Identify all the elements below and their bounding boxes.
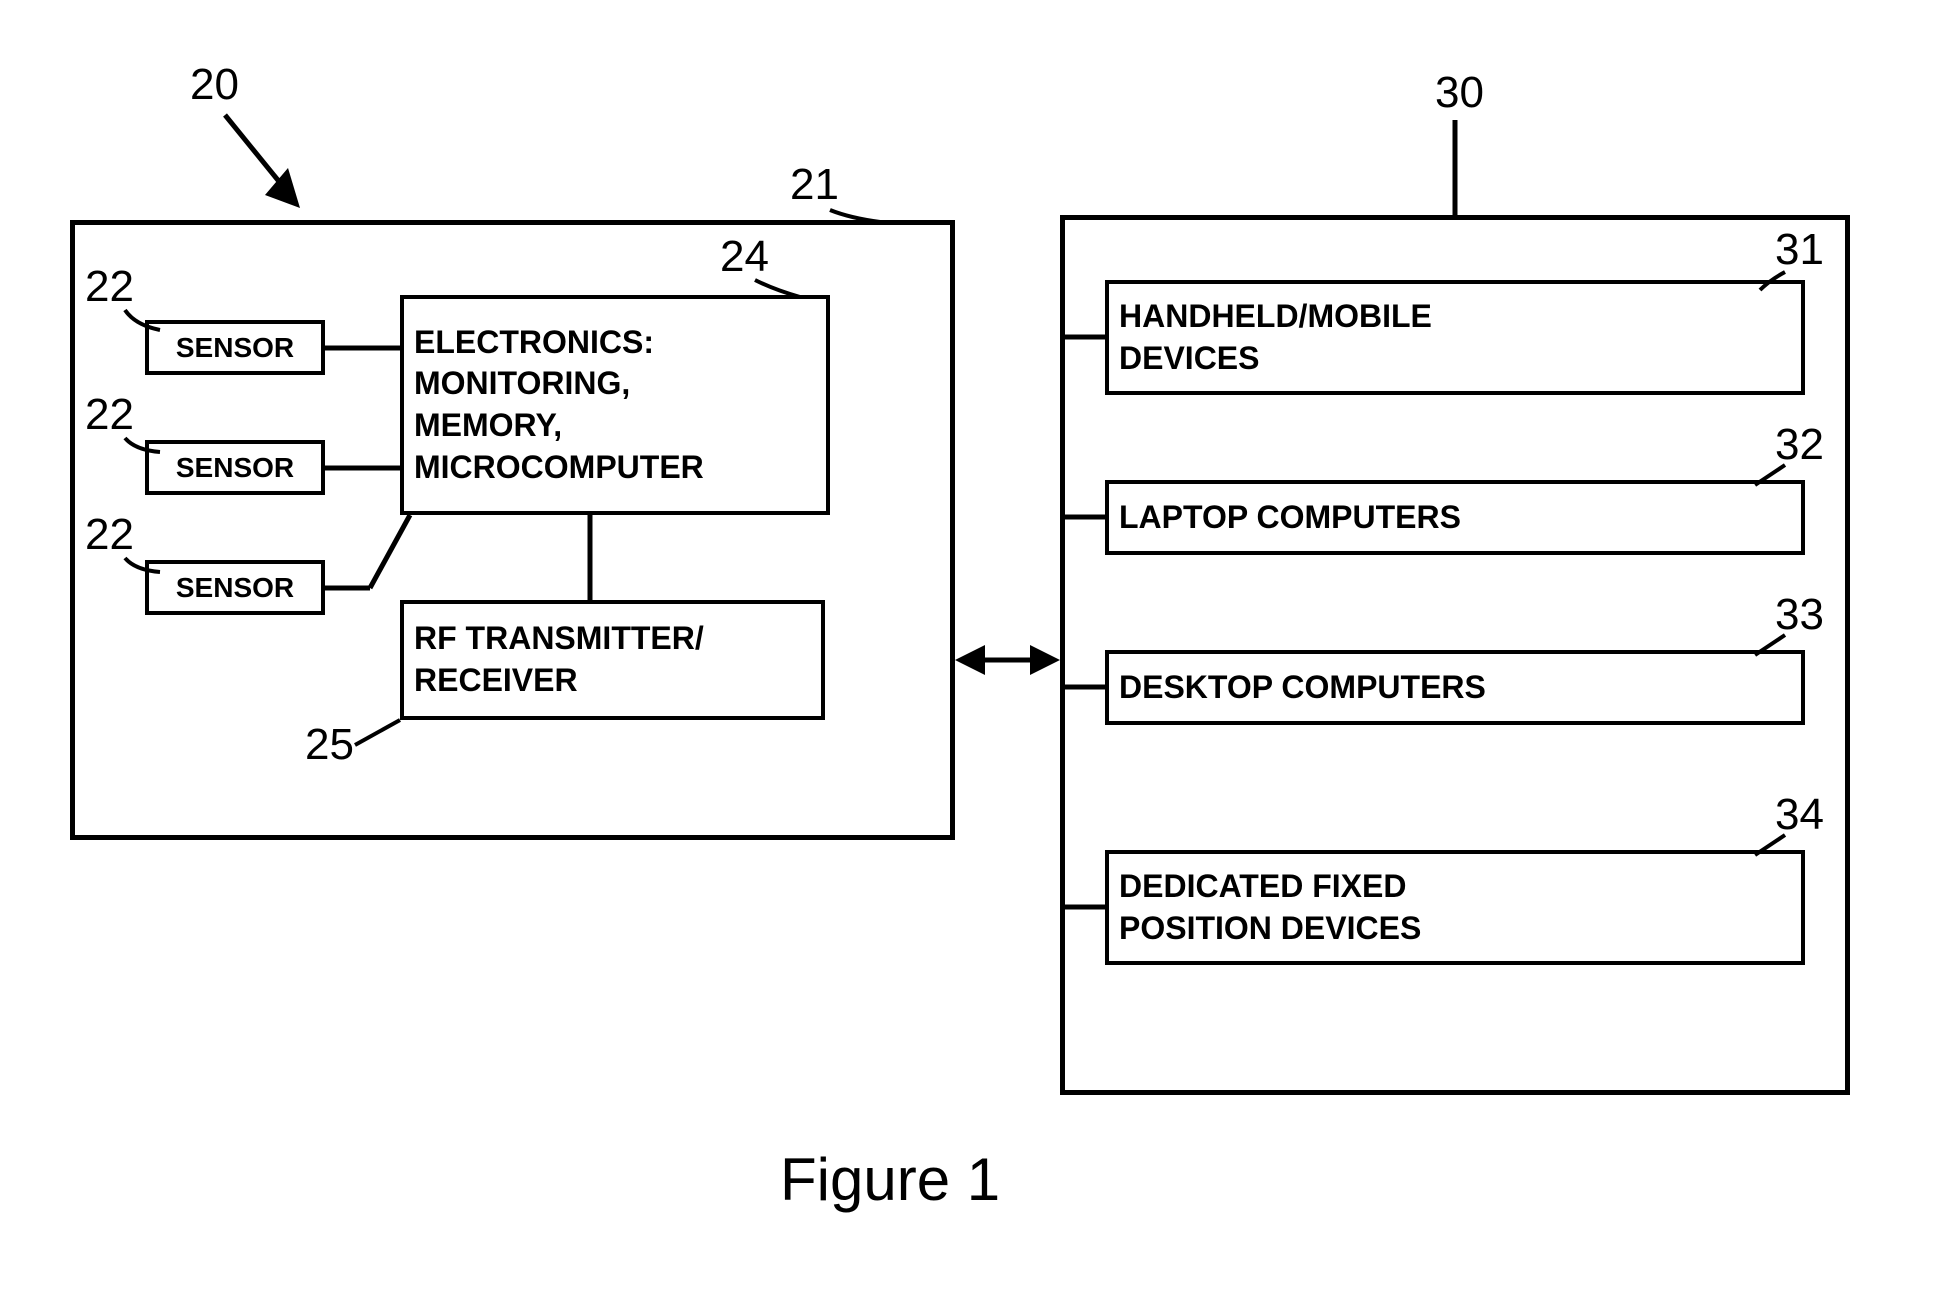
connectors xyxy=(0,0,1950,1303)
block-diagram: SENSOR SENSOR SENSOR ELECTRONICS: MONITO… xyxy=(0,0,1950,1303)
